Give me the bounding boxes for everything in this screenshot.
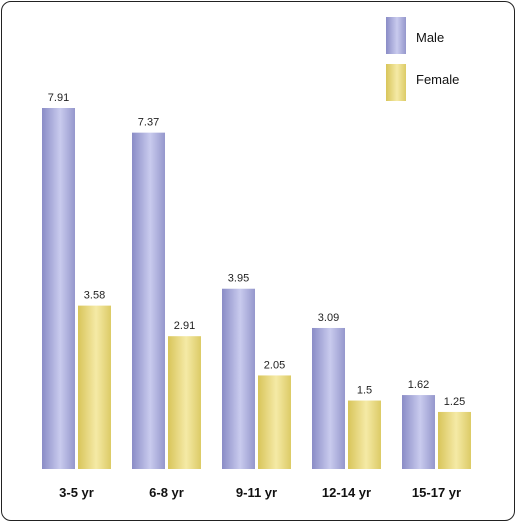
value-label-female-0: 3.58 (84, 290, 105, 302)
bar-female-0 (78, 305, 111, 469)
legend-label-male: Male (416, 30, 444, 45)
bar-male-3 (312, 327, 345, 469)
bar-male-4 (402, 395, 435, 469)
legend-swatch-male (386, 17, 406, 54)
bar-male-2 (222, 288, 255, 469)
bar-female-2 (258, 375, 291, 469)
bar-male-0 (42, 108, 75, 469)
legend-swatch-female (386, 64, 406, 101)
bar-female-4 (438, 411, 471, 469)
value-label-male-4: 1.62 (408, 379, 429, 391)
category-label-3: 12-14 yr (322, 485, 371, 500)
value-label-male-3: 3.09 (318, 312, 339, 324)
value-label-female-4: 1.25 (444, 396, 465, 408)
bar-female-1 (168, 336, 201, 469)
category-label-1: 6-8 yr (149, 485, 184, 500)
legend-label-female: Female (416, 72, 459, 87)
value-label-female-1: 2.91 (174, 320, 195, 332)
category-labels-group: 3-5 yr 6-8 yr 9-11 yr 12-14 yr 15-17 yr (59, 485, 461, 500)
bar-female-3 (348, 400, 381, 469)
value-label-male-2: 3.95 (228, 273, 249, 285)
category-label-2: 9-11 yr (236, 485, 277, 500)
value-labels-group: 7.91 3.58 7.37 2.91 3.95 2.05 3.09 1.5 1.62 1.25 (48, 92, 465, 408)
value-label-male-1: 7.37 (138, 117, 159, 129)
category-label-0: 3-5 yr (59, 485, 94, 500)
category-label-4: 15-17 yr (412, 485, 461, 500)
bar-male-1 (132, 132, 165, 469)
value-label-female-2: 2.05 (264, 359, 285, 371)
value-label-male-0: 7.91 (48, 92, 69, 104)
bars-group (42, 108, 471, 469)
legend: Male Female (386, 17, 459, 101)
value-label-female-3: 1.5 (357, 385, 372, 397)
